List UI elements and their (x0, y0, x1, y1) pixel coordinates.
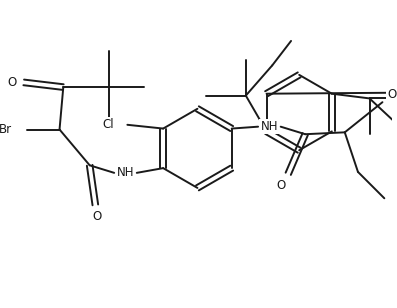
Text: O: O (387, 88, 397, 101)
Text: Br: Br (0, 123, 12, 136)
Text: O: O (276, 179, 285, 192)
Text: O: O (8, 76, 17, 89)
Text: NH: NH (261, 120, 278, 133)
Text: Cl: Cl (102, 118, 114, 131)
Text: NH: NH (117, 166, 134, 179)
Text: O: O (93, 210, 102, 223)
